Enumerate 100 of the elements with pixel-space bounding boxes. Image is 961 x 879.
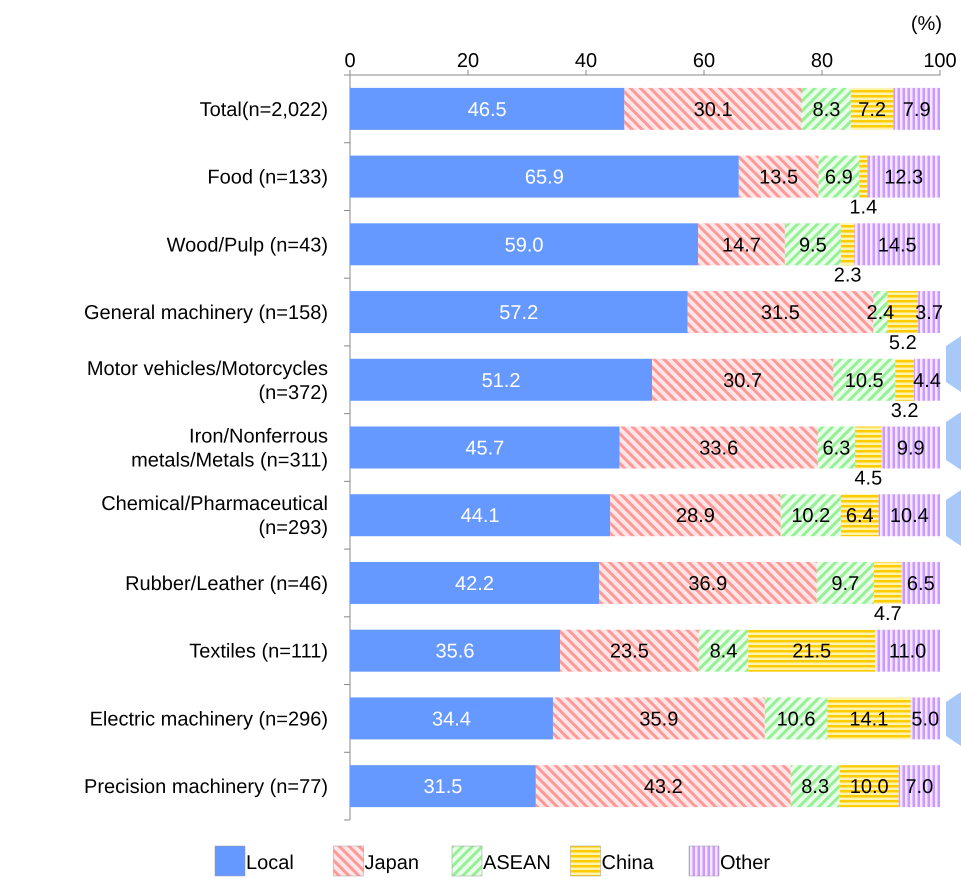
data-label: 46.5 bbox=[468, 98, 507, 121]
legend-label: Local bbox=[246, 852, 294, 874]
data-label: 30.7 bbox=[723, 370, 762, 392]
data-label: 31.5 bbox=[423, 776, 462, 798]
bar bbox=[350, 223, 698, 266]
bar bbox=[350, 156, 739, 198]
data-label: 10.2 bbox=[791, 505, 830, 528]
y-tick-label: Wood/Pulp (n=43) bbox=[166, 234, 328, 256]
bar bbox=[780, 494, 841, 536]
data-label: 28.9 bbox=[676, 505, 715, 528]
bar bbox=[350, 630, 560, 672]
data-label: 23.5 bbox=[610, 640, 649, 663]
data-label: 30.1 bbox=[694, 98, 733, 121]
x-axis-title: (%) bbox=[910, 13, 942, 35]
y-tick-label: Textiles (n=111) bbox=[189, 640, 328, 663]
data-label: 13.5 bbox=[759, 166, 798, 189]
bar bbox=[878, 494, 940, 536]
bar bbox=[895, 358, 914, 401]
bar bbox=[893, 88, 940, 130]
data-label: 51.2 bbox=[482, 370, 521, 392]
data-label: 5.2 bbox=[888, 332, 917, 354]
bar bbox=[350, 358, 652, 401]
data-label: 6.5 bbox=[906, 572, 935, 595]
x-tick-label: 80 bbox=[810, 50, 834, 72]
y-tick-label: Total(n=2,022) bbox=[200, 98, 328, 121]
bar bbox=[350, 88, 624, 130]
data-label: 2.4 bbox=[866, 302, 894, 324]
data-label: 35.9 bbox=[639, 708, 678, 730]
bar bbox=[840, 765, 899, 808]
y-tick-label: Iron/Nonferrous metals/Metals (n=311) bbox=[131, 426, 328, 472]
bar bbox=[536, 765, 791, 808]
bar bbox=[350, 426, 620, 468]
bar bbox=[827, 697, 910, 740]
x-tick-label: 60 bbox=[692, 50, 716, 72]
bar bbox=[350, 562, 599, 604]
data-label: 9.9 bbox=[896, 438, 925, 460]
data-label: 33.6 bbox=[699, 438, 738, 460]
data-label: 10.0 bbox=[850, 776, 889, 798]
data-label: 65.9 bbox=[524, 166, 564, 189]
y-tick-label: Motor vehicles/Motorcycles (n=372) bbox=[86, 358, 328, 404]
data-label: 45.7 bbox=[465, 438, 504, 460]
data-label: 3.7 bbox=[915, 302, 943, 324]
bar bbox=[840, 494, 879, 536]
bar bbox=[652, 358, 834, 401]
data-label: 2.3 bbox=[834, 264, 862, 286]
bar bbox=[560, 630, 699, 672]
y-tick-label: Electric machinery (n=296) bbox=[90, 708, 328, 730]
bar bbox=[840, 223, 854, 266]
data-label: 10.6 bbox=[776, 708, 816, 730]
data-label: 31.5 bbox=[760, 302, 800, 324]
data-label: 11.0 bbox=[888, 640, 926, 663]
bar bbox=[882, 426, 940, 468]
bar bbox=[874, 562, 902, 604]
bar bbox=[698, 630, 748, 672]
bar bbox=[620, 426, 818, 468]
y-tick-label: General machinery (n=158) bbox=[84, 302, 328, 324]
data-label: 4.7 bbox=[874, 602, 902, 625]
data-label: 1.4 bbox=[849, 196, 878, 219]
bar bbox=[764, 697, 828, 740]
bar bbox=[867, 156, 940, 198]
bar bbox=[854, 223, 940, 266]
bar bbox=[698, 223, 785, 266]
data-label: 5.0 bbox=[911, 708, 940, 730]
bar bbox=[610, 494, 781, 536]
bar bbox=[552, 697, 765, 740]
bar bbox=[833, 358, 896, 401]
data-label: 35.6 bbox=[436, 640, 474, 663]
bar bbox=[818, 426, 856, 468]
legend-label: ASEAN bbox=[483, 852, 551, 874]
data-label: 59.0 bbox=[504, 234, 544, 256]
data-label: 8.3 bbox=[801, 776, 830, 798]
legend-label: Japan bbox=[364, 852, 419, 874]
bar bbox=[875, 630, 940, 672]
data-label: 57.2 bbox=[499, 302, 538, 324]
bar bbox=[748, 630, 876, 672]
data-label: 14.5 bbox=[878, 234, 917, 256]
x-tick-label: 0 bbox=[344, 50, 356, 72]
bar bbox=[790, 765, 840, 808]
bar bbox=[850, 88, 894, 130]
bar bbox=[802, 88, 851, 130]
bar bbox=[898, 765, 940, 808]
bar bbox=[818, 156, 860, 198]
x-tick-label: 100 bbox=[923, 50, 957, 72]
data-label: 6.9 bbox=[824, 166, 853, 189]
data-label: 8.4 bbox=[710, 640, 738, 663]
x-tick-label: 20 bbox=[456, 50, 480, 72]
bar bbox=[918, 291, 940, 334]
data-label: 9.7 bbox=[831, 572, 860, 595]
bar bbox=[855, 426, 882, 468]
data-label: 43.2 bbox=[644, 776, 683, 798]
y-tick-label: Rubber/Leather (n=46) bbox=[125, 572, 328, 595]
legend-label: China bbox=[602, 852, 655, 874]
y-tick-label: Chemical/Pharmaceutical (n=293) bbox=[101, 493, 328, 540]
legend-label: Other bbox=[720, 852, 770, 874]
data-label: 7.0 bbox=[905, 776, 934, 798]
data-label: 10.5 bbox=[844, 370, 884, 392]
data-label: 36.9 bbox=[688, 572, 728, 595]
data-label: 10.4 bbox=[890, 505, 929, 528]
data-label: 4.5 bbox=[854, 467, 882, 490]
bar bbox=[350, 494, 610, 536]
